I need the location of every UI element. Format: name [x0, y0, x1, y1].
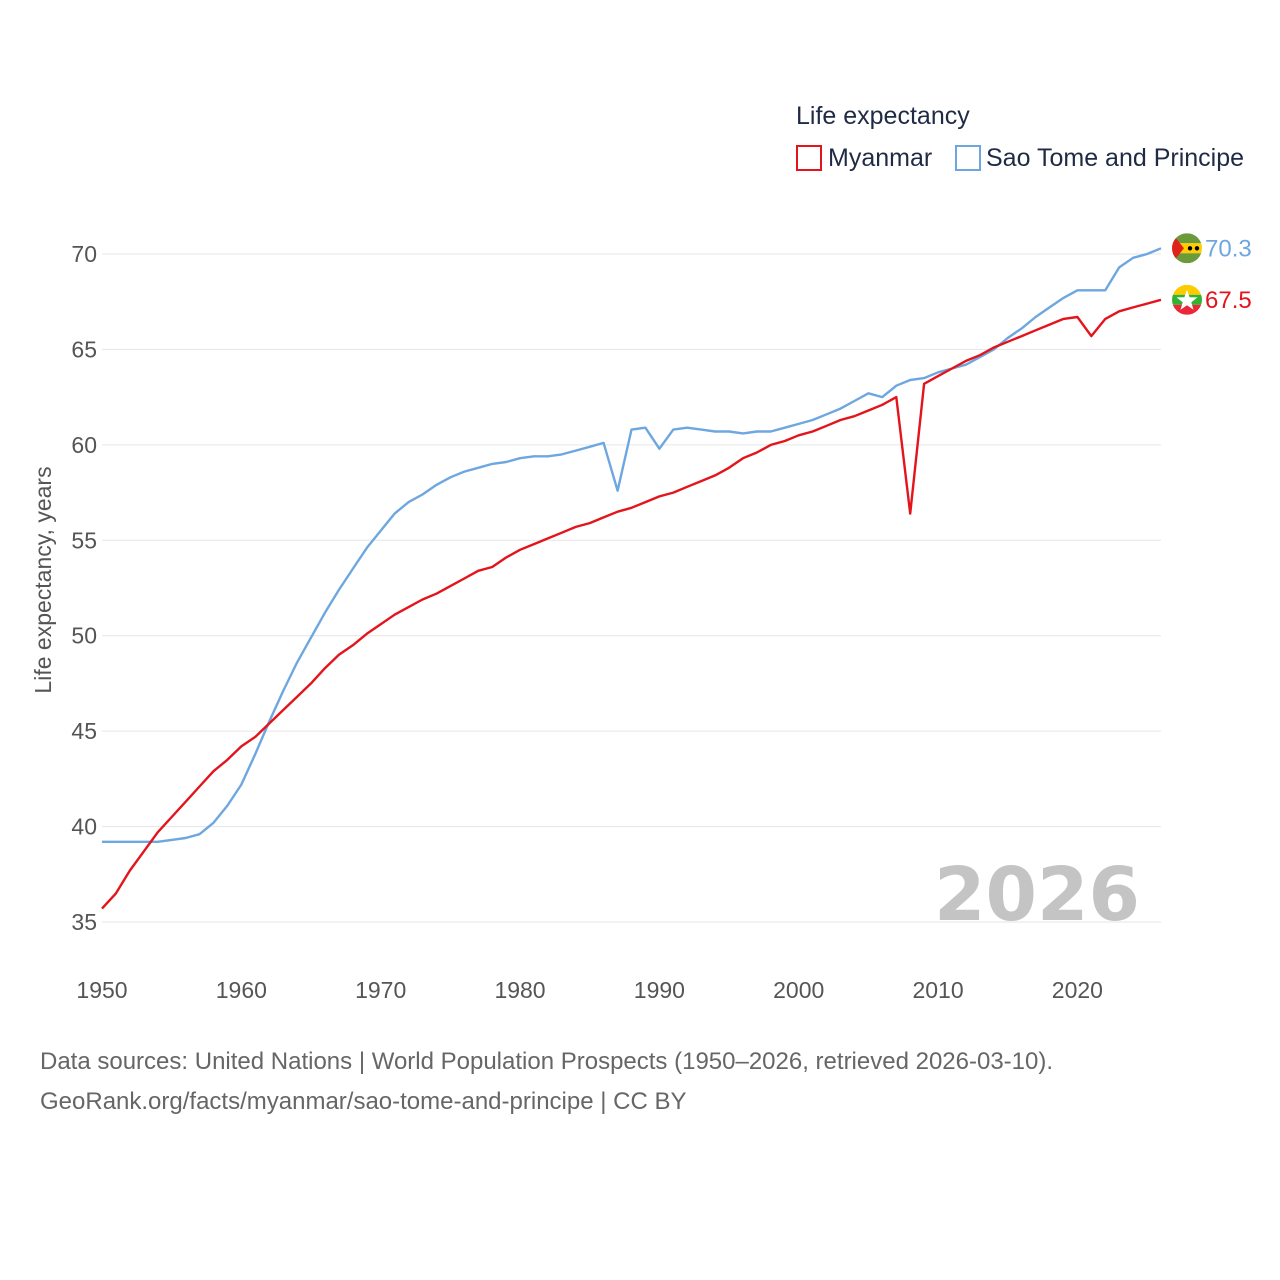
legend-label-sao-tome: Sao Tome and Principe: [986, 144, 1244, 172]
y-tick-label-70: 70: [71, 241, 97, 267]
legend-title: Life expectancy: [796, 102, 970, 130]
y-axis-ticks: 35 40 45 50 55 60 65 70: [71, 241, 97, 935]
x-tick-label-1990: 1990: [634, 977, 685, 1003]
grid-lines: [102, 253, 1161, 923]
legend-item-myanmar[interactable]: Myanmar: [796, 144, 932, 172]
legend-swatch-myanmar: [796, 145, 822, 171]
x-tick-label-2000: 2000: [773, 977, 824, 1003]
x-tick-label-1980: 1980: [494, 977, 545, 1003]
x-tick-label-2020: 2020: [1052, 977, 1103, 1003]
legend-item-sao-tome[interactable]: Sao Tome and Principe: [955, 144, 1244, 172]
x-axis-ticks: 1950 1960 1970 1980 1990 2000 2010 2020: [76, 977, 1103, 1003]
y-tick-label-60: 60: [71, 432, 97, 458]
y-axis-title: Life expectancy, years: [30, 466, 56, 693]
sources-line-2: GeoRank.org/facts/myanmar/sao-tome-and-p…: [40, 1088, 687, 1115]
series-lines: [101, 247, 1162, 910]
x-tick-label-1970: 1970: [355, 977, 406, 1003]
data-sources: Data sources: United Nations | World Pop…: [40, 1042, 1053, 1122]
year-watermark: 2026: [934, 852, 1140, 938]
y-tick-label-65: 65: [71, 336, 97, 362]
y-tick-label-50: 50: [71, 623, 97, 649]
legend-label-myanmar: Myanmar: [828, 144, 932, 172]
series-line-myanmar: [101, 298, 1162, 910]
end-value-label-myanmar: 67.5: [1205, 287, 1252, 314]
end-markers: 67.5 70.3: [1172, 233, 1252, 315]
y-tick-label-40: 40: [71, 814, 97, 840]
x-tick-label-2010: 2010: [912, 977, 963, 1003]
x-tick-label-1950: 1950: [76, 977, 127, 1003]
myanmar-flag-icon: [1172, 284, 1202, 315]
series-line-sao-tome-and-principe: [102, 247, 1162, 843]
x-tick-label-1960: 1960: [216, 977, 267, 1003]
sources-line-1: Data sources: United Nations | World Pop…: [40, 1048, 1054, 1075]
y-tick-label-35: 35: [71, 909, 97, 935]
y-tick-label-55: 55: [71, 527, 97, 553]
end-value-label-sao-tome-and-principe: 70.3: [1205, 235, 1252, 262]
sao-tome-flag-icon: [1172, 233, 1202, 264]
y-tick-label-45: 45: [71, 718, 97, 744]
legend-swatch-sao-tome: [955, 145, 981, 171]
